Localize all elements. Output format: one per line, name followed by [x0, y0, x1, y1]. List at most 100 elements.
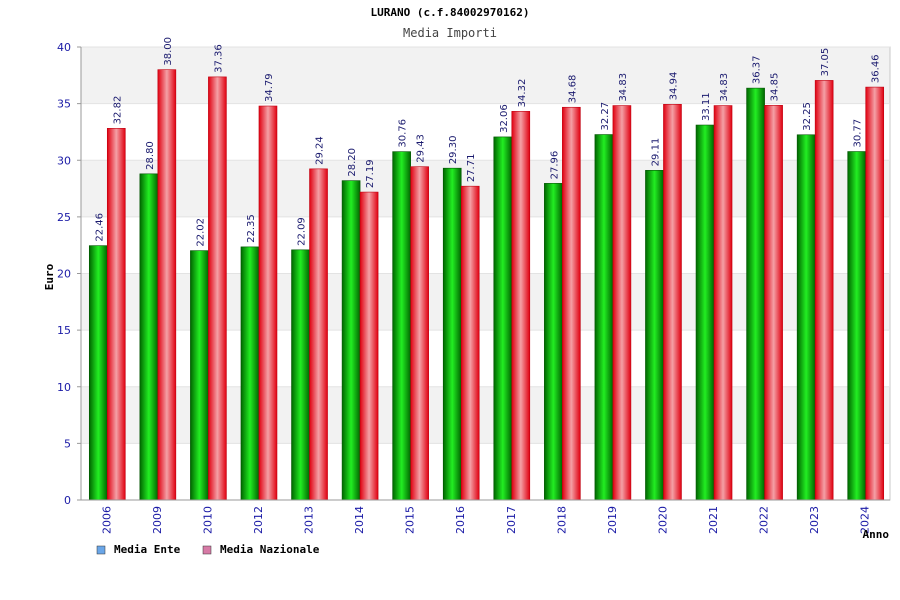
legend-swatch-ente	[96, 545, 106, 555]
data-label-ente-2015: 30.76	[398, 119, 409, 148]
data-label-ente-2009: 28.80	[145, 141, 156, 170]
bar-ente-2017	[493, 136, 513, 501]
x-axis-ticks: 2006 2009 2010 2012 2013 2014 2015 2016 2017 2018…	[100, 506, 871, 534]
bar-ente-2014	[341, 180, 361, 501]
y-tick-label: 25	[57, 211, 71, 224]
data-label-ente-2017: 32.06	[499, 104, 510, 133]
data-label-ente-2010: 22.02	[195, 218, 206, 247]
data-label-ente-2013: 22.09	[297, 217, 308, 246]
data-label-nazionale-2023: 37.05	[820, 48, 831, 77]
x-tick-label: 2016	[454, 506, 467, 534]
bar-ente-2006	[88, 245, 108, 501]
legend: Media Ente Media Nazionale	[96, 543, 320, 556]
bar-ente-2010	[190, 250, 209, 501]
data-label-nazionale-2021: 34.83	[719, 73, 730, 102]
data-label-nazionale-2010: 37.36	[213, 44, 224, 73]
data-label-nazionale-2014: 27.19	[365, 159, 376, 188]
x-tick-label: 2023	[808, 506, 821, 534]
bar-ente-2018	[544, 183, 563, 501]
bar-ente-2015	[392, 151, 411, 501]
bar-nazionale-2023	[814, 80, 834, 501]
data-label-ente-2016: 29.30	[448, 136, 459, 165]
y-axis-ticks: 0 5 10 15 20 25 30 35 40	[57, 41, 71, 507]
legend-label-nazionale: Media Nazionale	[220, 543, 320, 556]
bar-ente-2023	[796, 134, 816, 501]
legend-label-ente: Media Ente	[114, 543, 181, 556]
y-tick-label: 20	[57, 268, 71, 281]
bar-nazionale-2020	[663, 104, 682, 501]
x-tick-label: 2010	[201, 506, 214, 534]
data-label-ente-2019: 32.27	[600, 102, 611, 131]
bar-ente-2022	[746, 87, 765, 501]
x-tick-label: 2013	[303, 506, 316, 534]
bar-ente-2013	[291, 249, 310, 501]
x-tick-label: 2009	[151, 506, 164, 534]
bar-nazionale-2013	[309, 168, 328, 501]
bar-nazionale-2009	[157, 69, 177, 501]
data-label-nazionale-2019: 34.83	[618, 73, 629, 102]
x-tick-label: 2024	[859, 506, 872, 534]
chart-subtitle: Media Importi	[403, 26, 497, 40]
x-tick-label: 2018	[555, 506, 568, 534]
bar-ente-2021	[695, 124, 715, 501]
bar-nazionale-2015	[410, 166, 429, 501]
data-label-ente-2018: 27.96	[549, 151, 560, 180]
y-tick-label: 40	[57, 41, 71, 54]
data-label-ente-2020: 29.11	[650, 138, 661, 167]
x-tick-label: 2020	[656, 506, 669, 534]
bars: 22.46 32.82 28.80 38.00 22.02 37.36 22.35 34.79…	[88, 37, 885, 501]
data-label-nazionale-2020: 34.94	[668, 72, 679, 101]
data-label-ente-2024: 30.77	[853, 119, 864, 148]
data-label-nazionale-2012: 34.79	[264, 73, 275, 102]
chart-title: LURANO (c.f.84002970162)	[371, 6, 530, 19]
x-tick-label: 2014	[353, 506, 366, 534]
y-tick-label: 5	[64, 437, 71, 450]
bar-ente-2016	[442, 167, 462, 501]
x-tick-label: 2022	[758, 506, 771, 534]
data-label-nazionale-2017: 34.32	[517, 79, 528, 108]
data-label-nazionale-2013: 29.24	[315, 136, 326, 165]
y-tick-label: 0	[64, 494, 71, 507]
data-label-nazionale-2024: 36.46	[871, 54, 882, 83]
data-label-nazionale-2009: 38.00	[163, 37, 174, 66]
bar-ente-2012	[240, 246, 260, 501]
x-tick-label: 2017	[505, 506, 518, 534]
bar-nazionale-2012	[258, 105, 278, 501]
bar-nazionale-2017	[511, 111, 531, 501]
data-label-nazionale-2015: 29.43	[416, 134, 427, 163]
bar-nazionale-2018	[562, 106, 581, 501]
bar-nazionale-2014	[359, 191, 379, 501]
x-tick-label: 2006	[100, 506, 113, 534]
x-tick-label: 2019	[606, 506, 619, 534]
y-tick-label: 35	[57, 98, 71, 111]
bar-nazionale-2022	[764, 105, 783, 501]
bar-nazionale-2006	[106, 128, 126, 501]
bar-nazionale-2019	[612, 105, 632, 501]
bar-ente-2019	[594, 134, 614, 501]
bar-nazionale-2024	[865, 86, 885, 501]
legend-swatch-nazionale	[202, 545, 212, 555]
y-tick-label: 10	[57, 381, 71, 394]
data-label-ente-2022: 36.37	[752, 55, 763, 84]
grid-band	[81, 47, 890, 104]
data-label-ente-2021: 33.11	[701, 92, 712, 121]
bar-nazionale-2021	[713, 105, 733, 501]
data-label-nazionale-2018: 34.68	[567, 75, 578, 104]
data-label-nazionale-2016: 27.71	[466, 154, 477, 183]
x-tick-label: 2021	[707, 506, 720, 534]
bar-ente-2024	[847, 151, 867, 501]
y-tick-label: 15	[57, 324, 71, 337]
data-label-ente-2023: 32.25	[802, 102, 813, 131]
y-tick-label: 30	[57, 154, 71, 167]
bar-ente-2020	[645, 170, 664, 501]
y-axis-label: Euro	[43, 263, 56, 290]
data-label-ente-2006: 22.46	[94, 213, 105, 242]
bar-nazionale-2016	[460, 185, 480, 501]
data-label-nazionale-2022: 34.85	[770, 73, 781, 102]
x-tick-label: 2012	[252, 506, 265, 534]
data-label-ente-2014: 28.20	[347, 148, 358, 177]
x-tick-label: 2015	[404, 506, 417, 534]
bar-nazionale-2010	[208, 76, 227, 501]
bar-ente-2009	[139, 173, 159, 501]
